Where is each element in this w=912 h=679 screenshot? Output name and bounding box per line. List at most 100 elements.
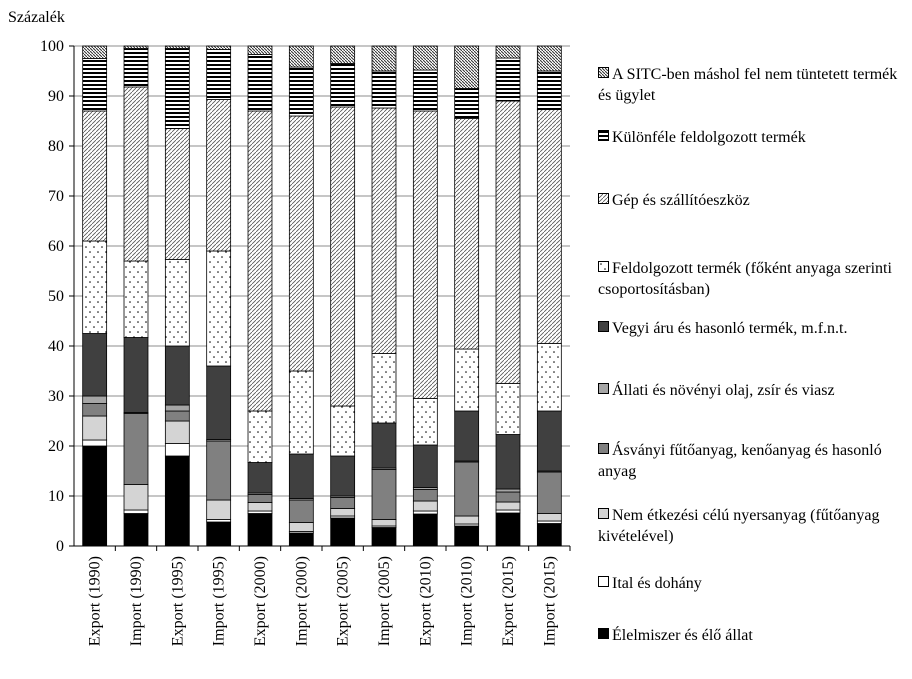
- bar-segment: [371, 469, 397, 520]
- bar-segment: [536, 471, 562, 514]
- y-tick-label: 10: [48, 488, 64, 505]
- legend-swatch: [598, 261, 609, 272]
- bar-segment: [495, 100, 521, 384]
- bar-segment: [82, 439, 108, 447]
- bar-segment: [330, 63, 356, 108]
- bar-segment: [536, 45, 562, 72]
- bar-segment: [412, 510, 438, 515]
- bar-segment: [164, 48, 190, 129]
- legend-item: Különféle feldolgozott termék: [598, 127, 908, 148]
- bar-segment: [123, 413, 149, 485]
- legend-swatch: [598, 443, 609, 454]
- x-tick-label: Import (2015): [541, 556, 558, 646]
- y-tick-label: 70: [48, 188, 64, 205]
- y-tick-label: 80: [48, 138, 64, 155]
- bar-segment: [330, 106, 356, 407]
- legend-item: Élelmiszer és élő állat: [598, 625, 908, 646]
- bar-segment: [247, 513, 273, 547]
- bar-segment: [82, 110, 108, 242]
- bar-segment: [412, 398, 438, 446]
- bar-segment: [371, 70, 397, 109]
- bar-segment: [536, 109, 562, 344]
- y-tick-label: 20: [48, 438, 64, 455]
- bar-segment: [536, 343, 562, 412]
- bar-segment: [247, 494, 273, 503]
- bar-segment: [288, 45, 314, 68]
- bar-segment: [412, 489, 438, 502]
- bar-segment: [82, 445, 108, 547]
- bar-segment: [247, 502, 273, 512]
- bar-segment: [247, 110, 273, 412]
- bar-segment: [330, 508, 356, 517]
- bar-segment: [454, 461, 480, 517]
- bar-segment: [412, 513, 438, 547]
- bar-segment: [536, 513, 562, 522]
- y-tick-label: 40: [48, 338, 64, 355]
- bar-segment: [206, 440, 232, 501]
- bar-segment: [288, 115, 314, 372]
- y-tick-label: 50: [48, 288, 64, 305]
- legend-label: Élelmiszer és élő állat: [612, 627, 753, 644]
- bar-segment: [288, 522, 314, 532]
- bar-segment: [454, 348, 480, 412]
- legend-item: Nem étkezési célú nyersanyag (fűtőanyag …: [598, 505, 908, 547]
- bar-segment: [330, 517, 356, 547]
- legend-swatch: [598, 321, 609, 332]
- bar-segment: [454, 118, 480, 350]
- x-tick-label: Import (1990): [128, 556, 145, 646]
- bar-segment: [288, 499, 314, 523]
- y-tick-label: 100: [40, 38, 64, 55]
- x-tick-label: Export (2000): [252, 556, 269, 646]
- bar-segment: [82, 333, 108, 397]
- bar-segment: [330, 45, 356, 64]
- legend-label: Gép és szállítóeszköz: [612, 192, 750, 209]
- bar-segment: [247, 45, 273, 55]
- bar-segment: [288, 370, 314, 455]
- legend-swatch: [598, 193, 609, 204]
- bar-segment: [536, 523, 562, 547]
- bar-segment: [536, 410, 562, 472]
- bar-segment: [371, 45, 397, 72]
- bar-segment: [412, 444, 438, 488]
- bar-segment: [123, 337, 149, 413]
- legend-swatch: [598, 576, 609, 587]
- bar-segment: [495, 512, 521, 547]
- bar-segment: [123, 260, 149, 338]
- x-tick-label: Export (2005): [335, 556, 352, 646]
- bar-segment: [536, 70, 562, 110]
- bar-segment: [206, 250, 232, 367]
- bar-segment: [164, 455, 190, 547]
- x-tick-label: Import (2000): [293, 556, 310, 646]
- legend-label: Állati és növényi olaj, zsír és viasz: [612, 382, 835, 399]
- legend-swatch: [598, 67, 609, 78]
- bar-segment: [495, 45, 521, 59]
- bar-segment: [454, 515, 480, 525]
- bar-segment: [123, 48, 149, 88]
- bar-segment: [495, 509, 521, 514]
- bar-segment: [371, 527, 397, 547]
- legend-label: A SITC-ben máshol fel nem tüntetett term…: [598, 66, 898, 104]
- bar-segment: [164, 128, 190, 260]
- legend-label: Nem étkezési célú nyersanyag (fűtőanyag …: [598, 507, 880, 545]
- bar-segment: [164, 345, 190, 406]
- bar-segment: [123, 45, 149, 49]
- bar-segment: [371, 422, 397, 469]
- bar-segment: [247, 54, 273, 112]
- bar-segment: [454, 88, 480, 119]
- y-tick-label: 0: [56, 538, 64, 555]
- x-tick-label: Export (1990): [87, 556, 104, 646]
- bar-segment: [371, 353, 397, 424]
- bar-segment: [247, 410, 273, 463]
- legend-item: Vegyi áru és hasonló termék, m.f.n.t.: [598, 318, 908, 339]
- bar-segment: [412, 110, 438, 399]
- bar-segment: [495, 488, 521, 493]
- legend-item: Gép és szállítóeszköz: [598, 190, 908, 211]
- legend-label: Különféle feldolgozott termék: [612, 129, 806, 146]
- bar-segment: [164, 420, 190, 444]
- bar-segment: [206, 49, 232, 100]
- bar-segment: [330, 497, 356, 509]
- y-tick-label: 60: [48, 238, 64, 255]
- x-tick-label: Export (2010): [417, 556, 434, 646]
